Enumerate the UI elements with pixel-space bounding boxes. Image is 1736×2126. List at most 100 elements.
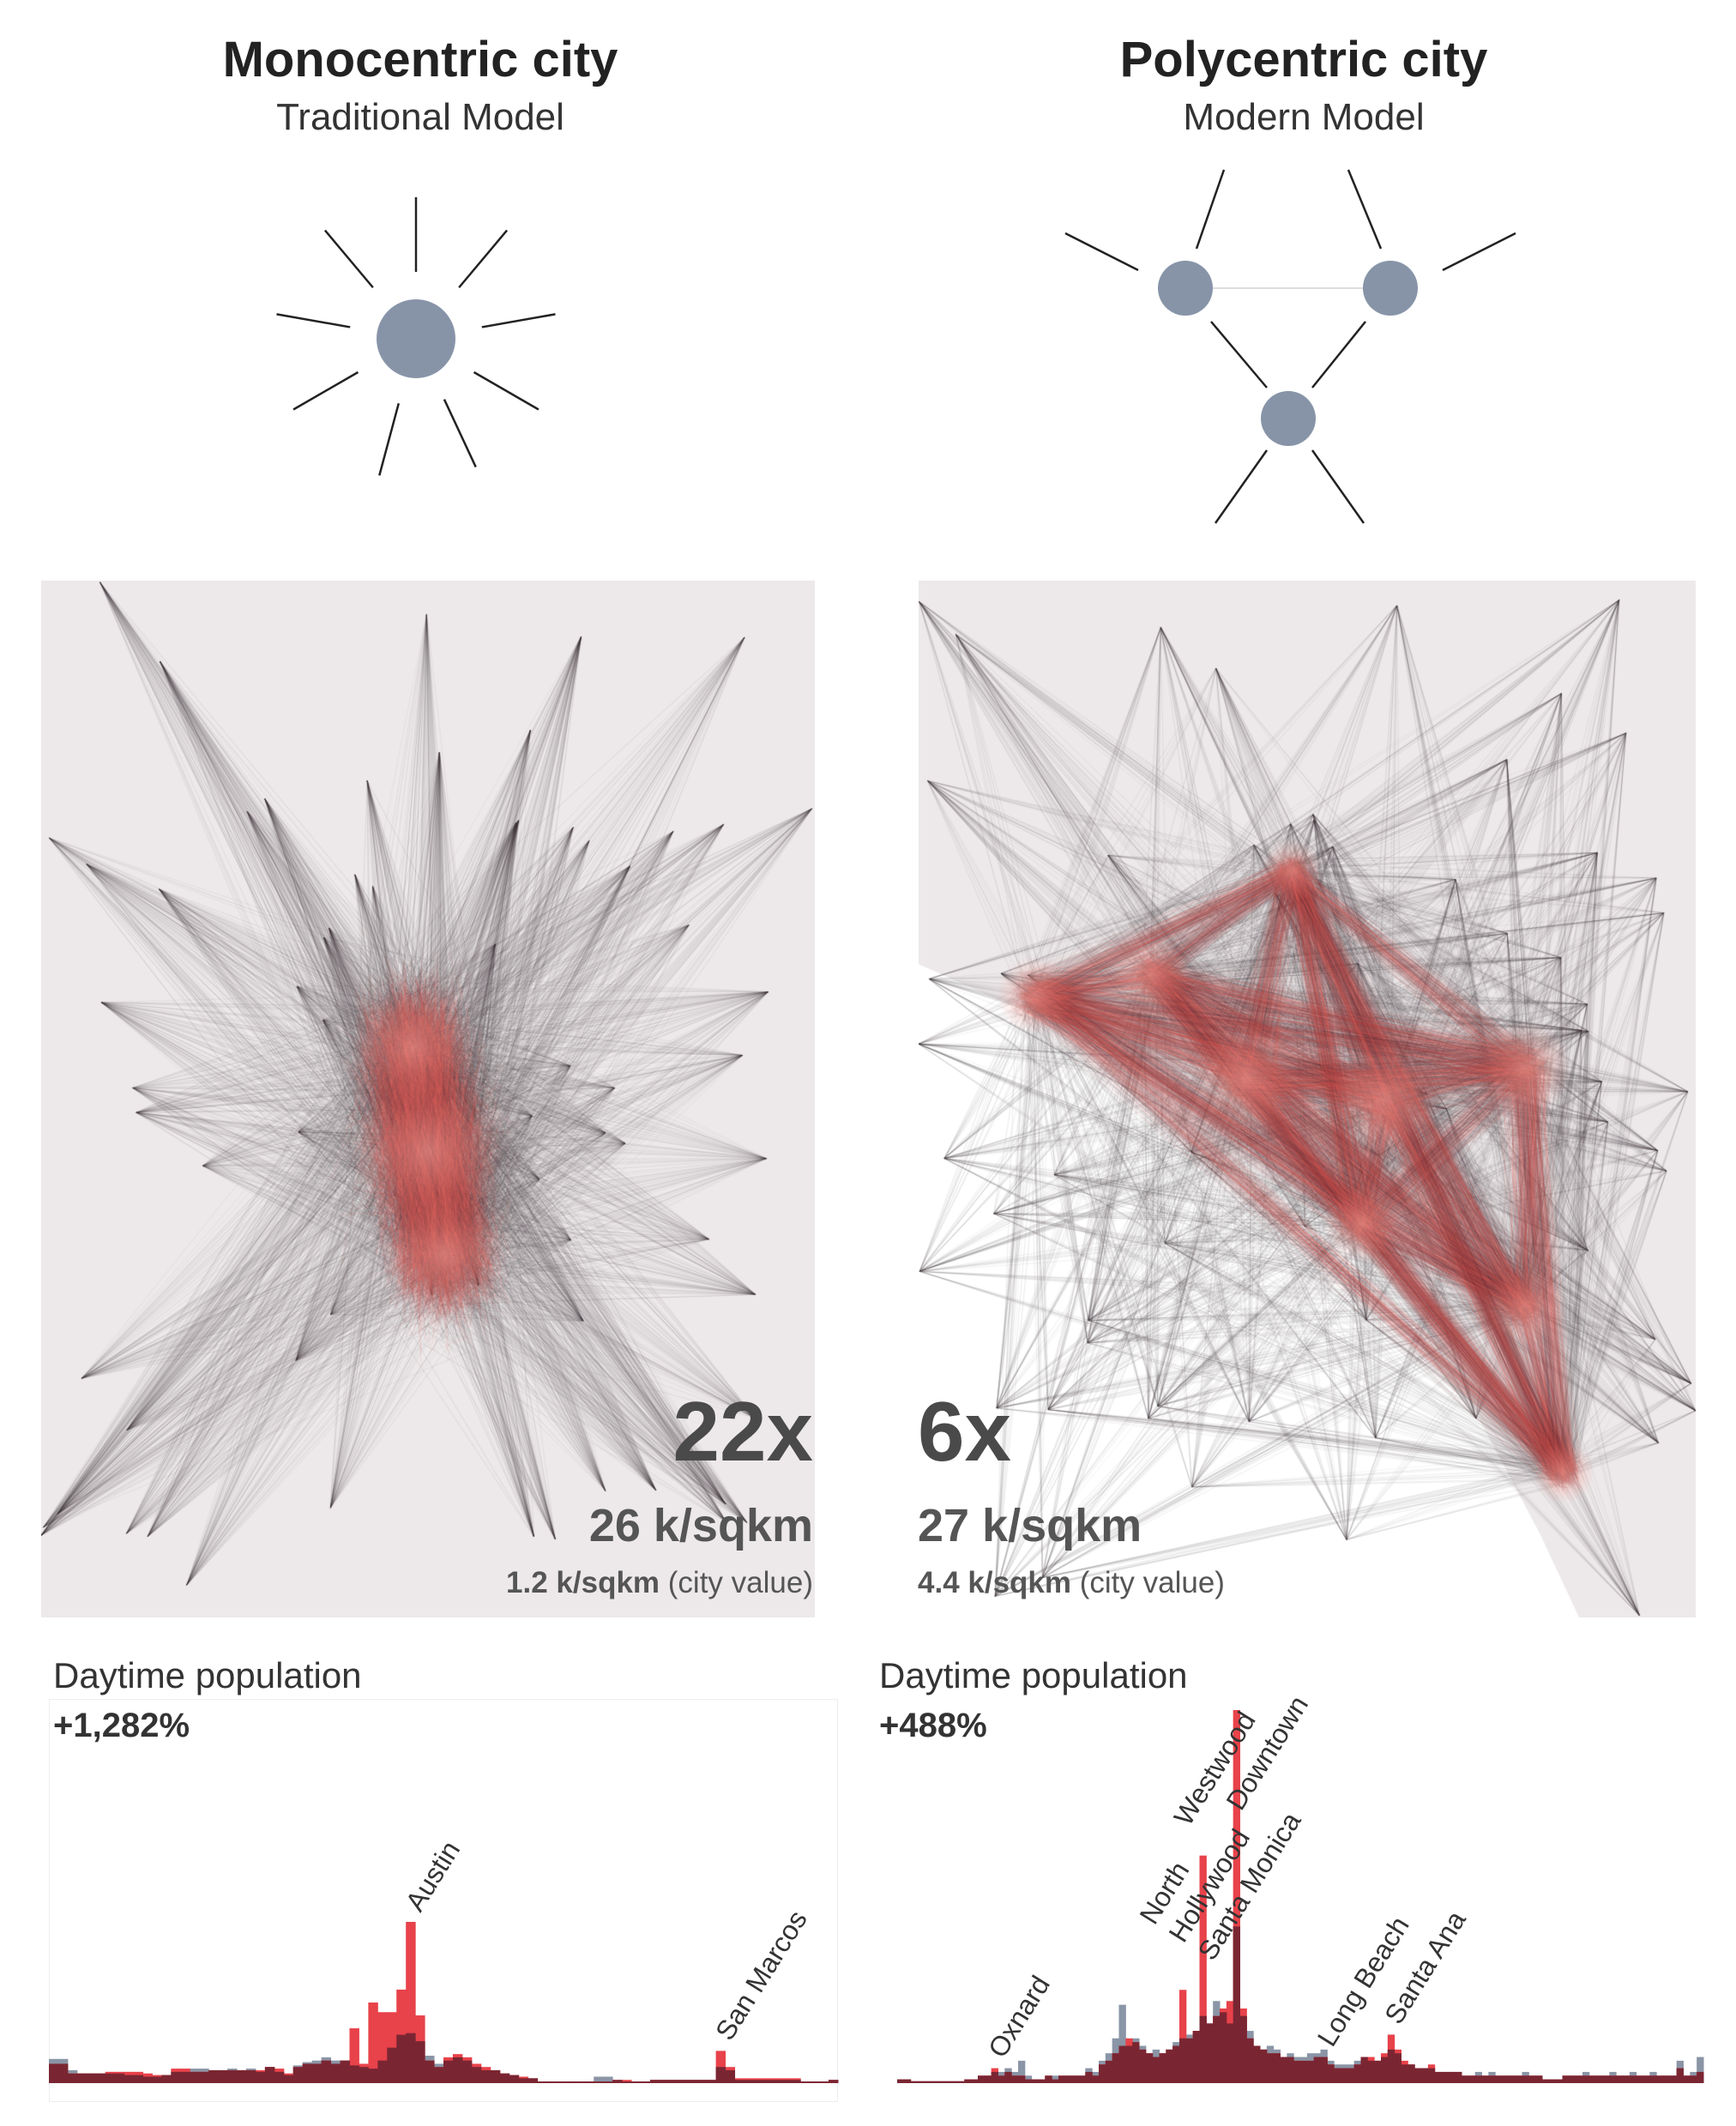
overlap-bar: [1629, 2075, 1637, 2083]
overlap-bar: [1092, 2075, 1100, 2083]
overlap-bar: [1347, 2068, 1355, 2083]
overlap-bar: [1179, 2038, 1187, 2083]
spoke-line: [323, 229, 374, 289]
overlap-bar: [781, 2080, 792, 2083]
overlap-bar: [924, 2081, 931, 2083]
la-flow-map: [919, 581, 1696, 1617]
night-bar: [1697, 2057, 1704, 2083]
overlap-bar: [1528, 2075, 1536, 2083]
overlap-bar: [537, 2081, 547, 2083]
overlap-bar: [753, 2080, 763, 2083]
spoke-line: [443, 399, 477, 468]
overlap-bar: [1112, 2053, 1119, 2083]
overlap-bar: [199, 2071, 209, 2083]
overlap-bar: [396, 2034, 407, 2083]
overlap-bar: [631, 2081, 642, 2083]
overlap-bar: [1064, 2075, 1073, 2083]
overlap-bar: [142, 2076, 153, 2083]
polycentric-diagram: [1064, 169, 1516, 524]
overlap-bar: [1427, 2068, 1436, 2083]
overlap-bar: [800, 2081, 811, 2083]
link-line: [1442, 232, 1516, 272]
link-line: [1195, 169, 1226, 250]
overlap-bar: [612, 2080, 623, 2083]
overlap-bar: [575, 2081, 585, 2083]
overlap-bar: [1656, 2075, 1664, 2083]
overlap-bar: [425, 2060, 435, 2083]
overlap-bar: [1414, 2068, 1422, 2083]
overlap-bar: [292, 2067, 304, 2083]
city-value: 4.4 k/sqkm (city value): [918, 1568, 1225, 1598]
overlap-bar: [1341, 2068, 1348, 2083]
overlap-bar: [1353, 2064, 1361, 2083]
left-histogram: Austin San Marcos: [49, 1835, 839, 2083]
sub-center-node: [1158, 261, 1213, 316]
multiplier: 6x: [918, 1384, 1012, 1479]
overlap-bar: [772, 2080, 782, 2083]
overlap-bar: [1293, 2060, 1301, 2083]
overlap-bar: [452, 2057, 463, 2083]
overlap-bar: [1582, 2075, 1590, 2083]
overlap-bar: [659, 2080, 670, 2083]
overlap-bar: [1468, 2075, 1476, 2083]
overlap-bar: [1085, 2071, 1093, 2083]
overlap-bar: [1602, 2075, 1610, 2083]
spoke-line: [276, 313, 351, 328]
overlap-bar: [917, 2081, 925, 2083]
overlap-bar: [1172, 2045, 1180, 2083]
night-bar: [1118, 2004, 1126, 2083]
overlap-bar: [1018, 2075, 1026, 2083]
overlap-bar: [1616, 2075, 1624, 2083]
overlap-bar: [246, 2069, 256, 2083]
overlap-bar: [264, 2067, 275, 2083]
overlap-bar: [903, 2079, 912, 2083]
overlap-bar: [349, 2065, 359, 2083]
overlap-bar: [1588, 2075, 1597, 2083]
overlap-bar: [1609, 2075, 1617, 2083]
overlap-bar: [1555, 2079, 1563, 2083]
overlap-bar: [1099, 2064, 1106, 2083]
overlap-bar: [998, 2075, 1005, 2083]
overlap-bar: [964, 2079, 972, 2083]
day-bar: [377, 2012, 388, 2083]
monocentric-title: Monocentric city: [222, 32, 618, 87]
spoke-line: [292, 370, 359, 411]
overlap-bar: [1327, 2064, 1335, 2083]
overlap-bar: [471, 2067, 482, 2083]
link-line: [1347, 169, 1383, 250]
sub-center-node: [1363, 261, 1418, 316]
overlap-bar: [1125, 2045, 1133, 2083]
city-value: 1.2 k/sqkm (city value): [506, 1568, 813, 1598]
overlap-bar: [687, 2080, 698, 2083]
overlap-bar: [387, 2047, 397, 2083]
overlap-bar: [943, 2081, 952, 2083]
overlap-bar: [546, 2081, 557, 2083]
overlap-bar: [1360, 2057, 1368, 2083]
overlap-bar: [1636, 2075, 1643, 2083]
night-bar: [1052, 2075, 1059, 2083]
overlap-bar: [984, 2075, 992, 2083]
overlap-bar: [1105, 2060, 1113, 2083]
monocentric-subtitle: Traditional Model: [276, 96, 564, 138]
overlap-bar: [1649, 2075, 1657, 2083]
overlap-bar: [1071, 2075, 1079, 2083]
overlap-bar: [190, 2071, 200, 2083]
overlap-bar: [819, 2081, 829, 2083]
overlap-bar: [114, 2073, 125, 2083]
sub-center-node: [1261, 391, 1316, 446]
polycentric-subtitle: Modern Model: [1183, 96, 1425, 138]
overlap-bar: [1522, 2075, 1529, 2083]
overlap-bar: [622, 2081, 632, 2083]
overlap-bar: [910, 2081, 918, 2083]
overlap-bar: [1595, 2075, 1603, 2083]
overlap-bar: [1421, 2068, 1429, 2083]
night-bar: [1018, 2060, 1026, 2083]
city-value-note: (city value): [1079, 1566, 1225, 1599]
overlap-bar: [1213, 2015, 1221, 2083]
overlap-bar: [1266, 2053, 1275, 2083]
night-bar: [603, 2076, 613, 2083]
overlap-bar: [696, 2080, 708, 2083]
overlap-bar: [668, 2080, 679, 2083]
overlap-bar: [1139, 2049, 1147, 2083]
link-line: [1311, 449, 1365, 524]
